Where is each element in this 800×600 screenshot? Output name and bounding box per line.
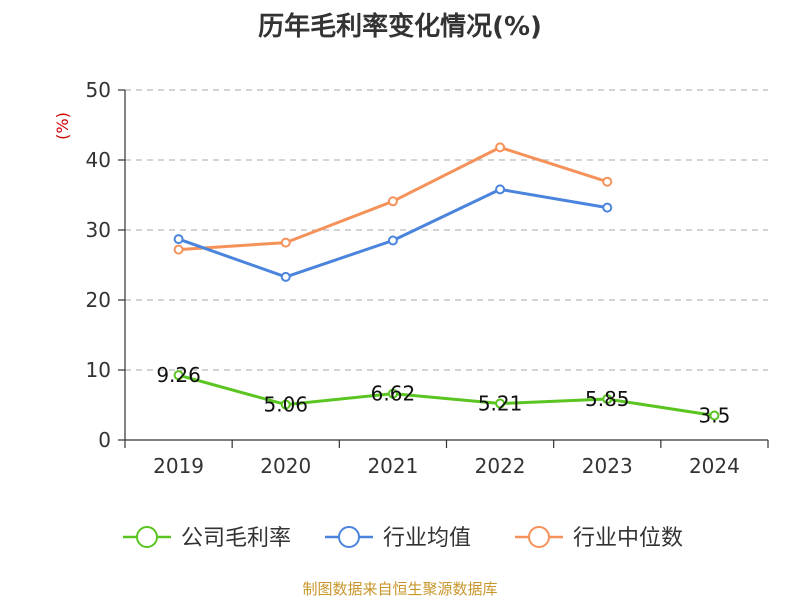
data-point — [173, 234, 184, 245]
data-point — [387, 196, 398, 207]
data-label: 9.26 — [156, 363, 201, 387]
data-point — [387, 388, 398, 399]
data-source-note: 制图数据来自恒生聚源数据库 — [302, 580, 498, 598]
legend: 公司毛利率 行业均值 行业中位数 — [123, 526, 683, 551]
y-axis-title: (%) — [53, 112, 72, 140]
y-tick-label: 50 — [86, 78, 111, 102]
legend-marker — [338, 526, 360, 548]
data-point — [602, 202, 613, 213]
legend-label: 行业均值 — [383, 526, 471, 551]
x-tick-label: 2019 — [153, 454, 204, 478]
legend-label: 行业中位数 — [573, 526, 683, 551]
y-tick-label: 10 — [86, 358, 111, 382]
x-tick-label: 2021 — [367, 454, 418, 478]
x-tick-label: 2022 — [475, 454, 526, 478]
legend-marker — [528, 526, 550, 548]
data-label: 5.06 — [263, 393, 308, 417]
axes: 0 10 20 30 40 50 (%) 2019 2020 2021 2022 2023 2024 — [53, 78, 769, 478]
data-label: 5.21 — [478, 392, 523, 416]
x-tick-label: 2023 — [582, 454, 633, 478]
legend-marker — [136, 526, 158, 548]
x-tick-label: 2020 — [260, 454, 311, 478]
y-tick-label: 0 — [98, 428, 111, 452]
data-label: 3.5 — [699, 404, 731, 428]
data-point — [495, 398, 506, 409]
data-point — [709, 410, 720, 421]
legend-label: 公司毛利率 — [181, 526, 291, 551]
data-label: 5.85 — [585, 387, 630, 411]
data-label: 6.62 — [371, 382, 416, 406]
series-line — [178, 373, 715, 417]
data-point — [602, 176, 613, 187]
data-point — [173, 244, 184, 255]
grid-lines — [125, 89, 768, 371]
data-point — [280, 237, 291, 248]
chart-title: 历年毛利率变化情况(%) — [258, 12, 542, 42]
series-lines — [173, 142, 720, 421]
y-tick-label: 20 — [86, 288, 111, 312]
data-point — [602, 394, 613, 405]
y-tick-label: 30 — [86, 218, 111, 242]
data-point — [173, 370, 184, 381]
data-point — [495, 184, 506, 195]
data-point — [280, 271, 291, 282]
y-tick-label: 40 — [86, 148, 111, 172]
data-labels: 9.26 5.06 6.62 5.21 5.85 3.5 — [156, 363, 730, 427]
data-point — [495, 142, 506, 153]
data-point — [280, 399, 291, 410]
x-tick-label: 2024 — [689, 454, 740, 478]
data-point — [387, 235, 398, 246]
